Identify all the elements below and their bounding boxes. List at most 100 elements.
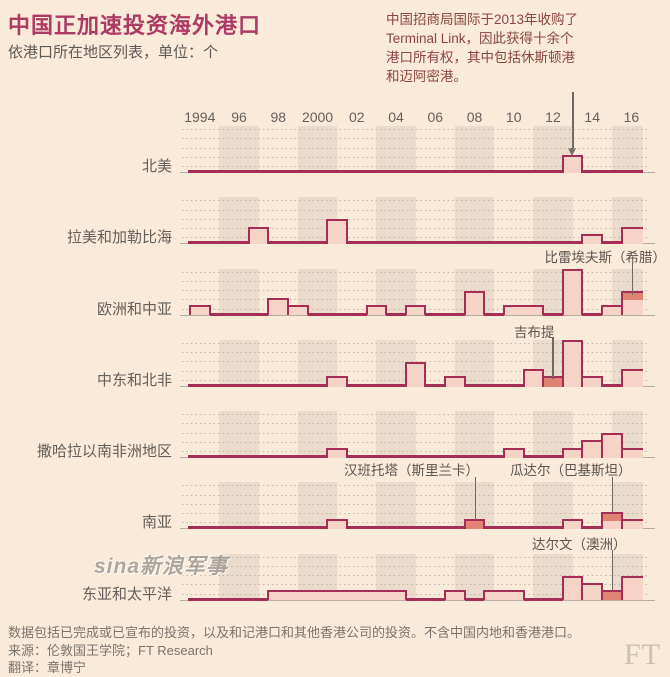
ft-logo: FT	[624, 638, 662, 671]
zero-line	[484, 526, 563, 530]
annotation-pointer-line	[552, 337, 554, 379]
step-bar	[620, 518, 643, 530]
zero-line	[464, 383, 524, 387]
highlight-segment	[622, 292, 643, 300]
background-stripe	[219, 482, 259, 529]
source-line: 来源：伦敦国王学院；FT Research	[8, 643, 213, 658]
region-label: 东亚和太平洋	[81, 585, 172, 603]
background-stripe	[376, 197, 416, 244]
zero-line	[405, 597, 446, 601]
gridline	[182, 522, 648, 524]
highlight-segment	[603, 592, 621, 601]
step-bar	[404, 305, 427, 316]
step-bar	[601, 590, 623, 601]
annotation-pointer-line	[611, 550, 613, 591]
step-bar	[561, 518, 584, 530]
zero-line	[386, 312, 406, 316]
port-annotation-label: 汉班托塔（斯里兰卡）	[344, 463, 479, 478]
zero-line	[523, 455, 563, 458]
annotation-pointer-line	[611, 477, 613, 512]
background-stripe	[533, 197, 573, 244]
background-stripe	[219, 268, 259, 315]
step-bar	[326, 447, 348, 458]
gridline	[182, 432, 648, 434]
gridline	[182, 565, 648, 567]
step-bar	[620, 369, 643, 387]
background-stripe	[219, 553, 259, 600]
chart-subtitle: 依港口所在地区列表，单位：个	[8, 44, 219, 61]
gridline	[182, 342, 648, 344]
step-bar	[267, 297, 290, 316]
gridline	[182, 423, 648, 425]
sina-watermark: sina新浪军事	[94, 555, 229, 578]
x-axis-tick: 2000	[301, 109, 334, 125]
gridline	[182, 485, 648, 487]
zero-line	[188, 383, 328, 387]
background-stripe	[376, 411, 416, 457]
chart-title: 中国正加速投资海外港口	[8, 13, 262, 38]
gridline	[182, 290, 648, 292]
gridline	[182, 129, 648, 131]
step-bar	[463, 518, 486, 530]
gridline	[182, 299, 648, 301]
gridline	[182, 237, 648, 239]
zero-line	[602, 241, 622, 245]
x-axis-tick: 10	[505, 109, 522, 125]
step-bar	[581, 233, 603, 245]
step-bar	[601, 305, 623, 316]
gridline	[182, 228, 648, 230]
step-bar	[561, 268, 584, 316]
step-bar	[326, 376, 348, 387]
zero-line	[425, 383, 446, 387]
step-bar	[561, 447, 584, 458]
step-bar	[601, 433, 623, 458]
region-label: 南亚	[141, 514, 172, 532]
highlight-segment	[603, 513, 621, 521]
step-bar	[483, 590, 525, 601]
zero-line	[425, 312, 465, 316]
region-label: 欧洲和中亚	[96, 300, 172, 318]
zero-line	[268, 241, 328, 245]
step-bar	[326, 518, 348, 530]
background-stripe	[454, 126, 495, 172]
step-bar	[287, 305, 309, 316]
gridline	[182, 556, 648, 558]
x-axis-tick: 04	[388, 109, 404, 125]
annotation-arrow-head-icon	[568, 148, 576, 156]
step-bar	[620, 575, 643, 601]
x-axis-tick: 02	[348, 109, 365, 125]
step-bar	[522, 369, 545, 387]
region-label: 拉美和加勒比海	[66, 229, 172, 247]
step-bar	[620, 226, 643, 245]
gridline	[182, 513, 648, 515]
zero-line	[523, 597, 563, 601]
gridline	[182, 441, 648, 443]
step-bar	[247, 226, 270, 245]
gridline	[182, 271, 648, 273]
port-annotation-label: 吉布提	[514, 325, 555, 340]
background-stripe	[219, 339, 259, 386]
port-annotation-label: 瓜达尔（巴基斯坦）	[510, 463, 632, 478]
gridline	[182, 166, 648, 167]
background-stripe	[611, 126, 643, 172]
zero-line	[484, 312, 504, 316]
step-bar	[365, 305, 388, 316]
highlight-segment	[544, 378, 562, 387]
zero-line	[582, 526, 602, 530]
zero-line	[188, 455, 328, 458]
gridline	[182, 218, 648, 220]
gridline	[182, 147, 648, 149]
step-bar	[444, 590, 466, 601]
gridline	[182, 209, 648, 211]
step-bar	[561, 155, 584, 173]
gridline	[182, 280, 648, 282]
port-annotation-label: 比雷埃夫斯（希腊）	[544, 250, 667, 265]
background-stripe	[454, 197, 495, 244]
gridline	[182, 414, 648, 416]
terminal-link-annotation: 中国招商局国际于2013年收购了 Terminal Link，因此获得十余个 港…	[386, 12, 579, 84]
annotation-arrow-line	[572, 92, 574, 148]
background-stripe	[297, 126, 338, 172]
background-stripe	[219, 126, 259, 172]
zero-line	[582, 170, 643, 173]
